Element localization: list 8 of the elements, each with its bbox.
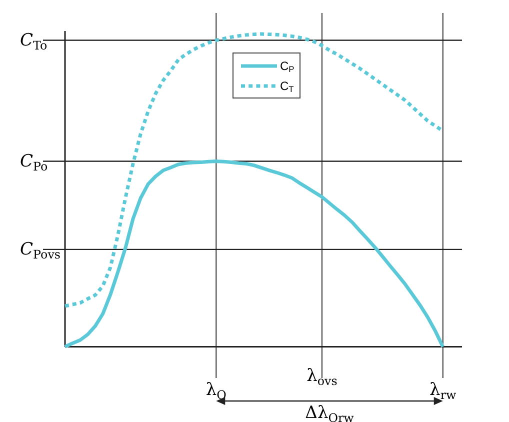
ref-line-label: C$_{Po}$: [20, 151, 48, 173]
legend-label: C$_{P}$: [280, 59, 295, 74]
ref-line-label: C$_{Povs}$: [20, 239, 61, 262]
ref-line-label: C$_{To}$: [20, 30, 48, 52]
x-tick-label: λ$_{rw}$: [430, 380, 458, 402]
x-tick-label: λ$_{ovs}$: [306, 366, 338, 388]
legend-label: C$_{T}$: [280, 79, 294, 94]
text: Δλ$_{Orw}$: [305, 403, 355, 422]
